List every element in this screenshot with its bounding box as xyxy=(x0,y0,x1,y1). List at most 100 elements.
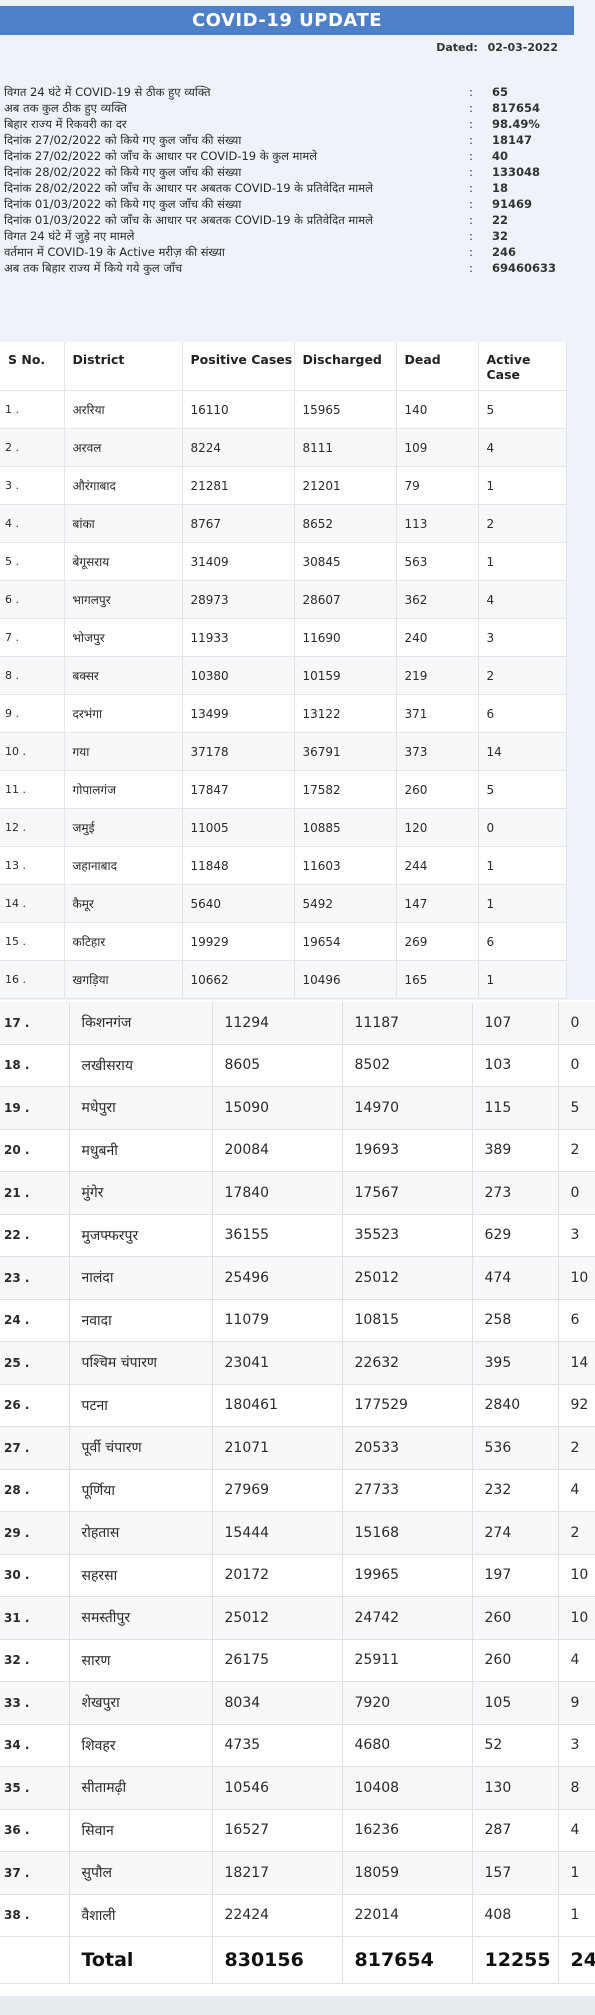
cell-district: पूर्णिया xyxy=(69,1469,213,1512)
cell-active: 5 xyxy=(558,1086,595,1130)
cell-active: 10 xyxy=(558,1596,595,1640)
cell-positive: 11005 xyxy=(182,808,295,847)
cell-discharged: 20533 xyxy=(342,1426,473,1470)
table-row: 15 . कटिहार 19929 19654 269 6 xyxy=(0,922,567,961)
cell-active: 3 xyxy=(478,618,567,657)
cell-dead: 395 xyxy=(472,1341,559,1385)
cell-sno: 1 . xyxy=(0,390,65,429)
cell-dead: 269 xyxy=(396,922,479,961)
summary-value: 133048 xyxy=(492,165,541,179)
cell-positive: 4735 xyxy=(212,1724,343,1767)
table-row: 26 . पटना 180461 177529 2840 92 xyxy=(0,1384,595,1427)
cell-discharged: 10885 xyxy=(294,808,397,847)
cell-sno xyxy=(0,1936,70,1984)
cell-positive: 26175 xyxy=(212,1639,343,1682)
cell-district: कटिहार xyxy=(64,922,183,961)
cell-active: 4 xyxy=(478,580,567,619)
summary-label: अब तक बिहार राज्य में किये गये कुल जाँच xyxy=(4,261,183,275)
date-line: Dated: 02-03-2022 xyxy=(430,41,558,54)
cell-sno: 3 . xyxy=(0,466,65,505)
cell-district: सहरसा xyxy=(69,1554,213,1597)
cell-active: 5 xyxy=(478,770,567,809)
table-row: 12 . जमुई 11005 10885 120 0 xyxy=(0,808,567,847)
cell-sno: 9 . xyxy=(0,694,65,733)
cell-positive: 11933 xyxy=(182,618,295,657)
cell-district: जहानाबाद xyxy=(64,846,183,885)
cell-dead: 147 xyxy=(396,884,479,923)
summary-row: दिनांक 28/02/2022 को किये गए कुल जाँच की… xyxy=(4,164,576,180)
cell-positive: 16527 xyxy=(212,1809,343,1852)
summary-colon: : xyxy=(469,101,473,115)
cell-district: लखीसराय xyxy=(69,1044,213,1087)
summary-colon: : xyxy=(469,213,473,227)
cell-discharged: 15168 xyxy=(342,1511,473,1555)
cell-dead: 232 xyxy=(472,1469,559,1512)
cell-discharged: 27733 xyxy=(342,1469,473,1512)
cell-discharged: 17567 xyxy=(342,1171,473,1215)
cell-discharged: 14970 xyxy=(342,1086,473,1130)
cell-dead: 113 xyxy=(396,504,479,543)
cell-discharged: 8652 xyxy=(294,504,397,543)
summary-colon: : xyxy=(469,165,473,179)
cell-dead: 563 xyxy=(396,542,479,581)
cell-dead: 408 xyxy=(472,1894,559,1937)
cell-positive: 20172 xyxy=(212,1554,343,1597)
cell-positive: 36155 xyxy=(212,1214,343,1257)
summary-label: दिनांक 01/03/2022 को जाँच के आधार पर अबत… xyxy=(4,213,373,227)
summary-colon: : xyxy=(469,85,473,99)
cell-sno: 7 . xyxy=(0,618,65,657)
cell-district: सुपौल xyxy=(69,1851,213,1895)
cell-dead: 536 xyxy=(472,1426,559,1470)
cell-discharged: 25012 xyxy=(342,1256,473,1300)
cell-sno: 18 . xyxy=(0,1044,70,1087)
cell-sno: 6 . xyxy=(0,580,65,619)
table-row: 17 . किशनगंज 11294 11187 107 0 xyxy=(0,1002,595,1045)
cell-active: 6 xyxy=(478,694,567,733)
district-table-part-2: 17 . किशनगंज 11294 11187 107 0 18 . लखीसराय 8605… xyxy=(0,1002,595,1984)
cell-positive: 8767 xyxy=(182,504,295,543)
cell-discharged: 24742 xyxy=(342,1596,473,1640)
cell-sno: 25 . xyxy=(0,1341,70,1385)
cell-dead: 197 xyxy=(472,1554,559,1597)
cell-active: 2 xyxy=(478,504,567,543)
cell-sno: 22 . xyxy=(0,1214,70,1257)
cell-discharged: 19654 xyxy=(294,922,397,961)
cell-positive: 25012 xyxy=(212,1596,343,1640)
cell-district: सिवान xyxy=(69,1809,213,1852)
header-positive: Positive Cases xyxy=(182,342,295,391)
cell-active: 3 xyxy=(558,1214,595,1257)
cell-positive: 25496 xyxy=(212,1256,343,1300)
header-discharged: Discharged xyxy=(294,342,397,391)
summary-row: वर्तमान में COVID-19 के Active मरीज़ की … xyxy=(4,244,576,260)
summary-colon: : xyxy=(469,117,473,131)
cell-active: 0 xyxy=(558,1044,595,1087)
cell-positive: 31409 xyxy=(182,542,295,581)
summary-colon: : xyxy=(469,261,473,275)
cell-active: 14 xyxy=(558,1341,595,1385)
cell-active: 4 xyxy=(558,1639,595,1682)
cell-discharged: 817654 xyxy=(342,1936,473,1984)
table-row: 28 . पूर्णिया 27969 27733 232 4 xyxy=(0,1469,595,1512)
cell-active: 14 xyxy=(478,732,567,771)
bottom-strip xyxy=(0,1996,595,2015)
summary-colon: : xyxy=(469,245,473,259)
summary-row: दिनांक 27/02/2022 को जाँच के आधार पर COV… xyxy=(4,148,576,164)
cell-positive: 11079 xyxy=(212,1299,343,1342)
cell-dead: 115 xyxy=(472,1086,559,1130)
cell-district: पटना xyxy=(69,1384,213,1427)
summary-value: 91469 xyxy=(492,197,533,211)
cell-discharged: 30845 xyxy=(294,542,397,581)
cell-positive: 27969 xyxy=(212,1469,343,1512)
cell-discharged: 10408 xyxy=(342,1766,473,1810)
summary-row: विगत 24 घंटे में COVID-19 से ठीक हुए व्य… xyxy=(4,84,576,100)
summary-value: 22 xyxy=(492,213,509,227)
cell-district: बक्सर xyxy=(64,656,183,695)
cell-active: 0 xyxy=(558,1171,595,1215)
summary-row: बिहार राज्य में रिकवरी का दर: 98.49% xyxy=(4,116,576,132)
cell-sno: 12 . xyxy=(0,808,65,847)
cell-positive: 10380 xyxy=(182,656,295,695)
table-row: 23 . नालंदा 25496 25012 474 10 xyxy=(0,1256,595,1300)
cell-active: 3 xyxy=(558,1724,595,1767)
cell-district: मधुबनी xyxy=(69,1129,213,1172)
cell-active: 4 xyxy=(558,1469,595,1512)
